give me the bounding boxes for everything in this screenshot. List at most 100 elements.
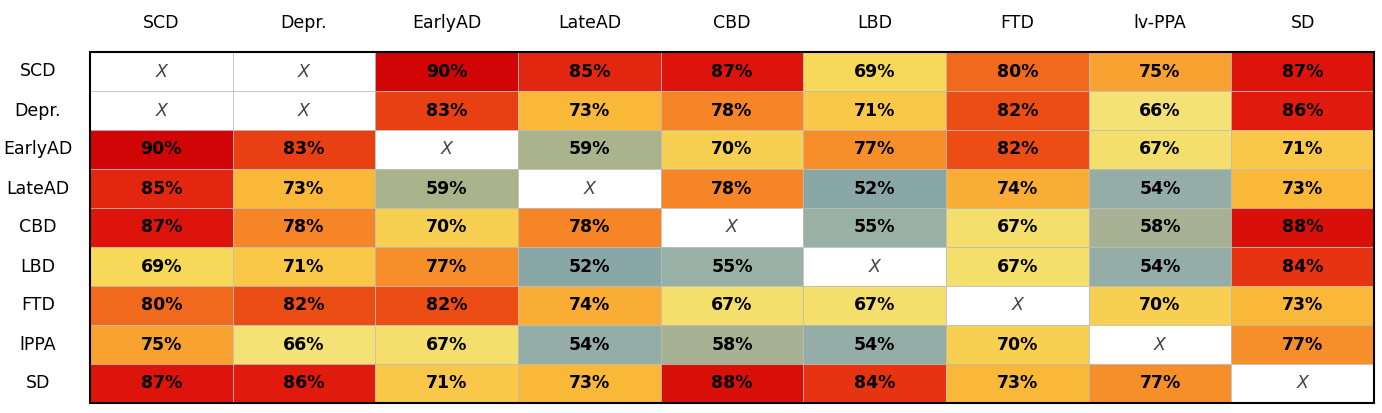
Text: 78%: 78% [712,102,753,119]
Text: X: X [441,140,452,159]
Text: 88%: 88% [1282,218,1324,237]
Text: 86%: 86% [283,375,325,392]
Bar [376,91,518,130]
Bar [1231,130,1374,169]
Text: 75%: 75% [1139,62,1180,81]
Text: 71%: 71% [426,375,467,392]
Text: 82%: 82% [283,297,325,315]
Bar [1089,52,1231,91]
Bar [1231,325,1374,364]
Bar [90,169,232,208]
Bar [1231,247,1374,286]
Text: LateAD: LateAD [7,180,69,197]
Text: 73%: 73% [283,180,325,197]
Text: 52%: 52% [854,180,896,197]
Text: 67%: 67% [996,257,1038,275]
Bar [232,286,376,325]
Bar [661,130,803,169]
Text: 77%: 77% [1139,375,1180,392]
Text: 67%: 67% [854,297,896,315]
Text: 54%: 54% [854,335,896,354]
Bar [232,130,376,169]
Text: 59%: 59% [426,180,467,197]
Text: 90%: 90% [426,62,467,81]
Bar [90,208,232,247]
Text: 78%: 78% [283,218,325,237]
Text: 70%: 70% [1139,297,1180,315]
Text: EarlyAD: EarlyAD [412,14,481,32]
Text: 73%: 73% [1282,180,1324,197]
Text: 58%: 58% [712,335,753,354]
Text: 73%: 73% [1282,297,1324,315]
Text: 74%: 74% [996,180,1038,197]
Bar [803,247,947,286]
Text: X: X [869,257,880,275]
Text: 82%: 82% [996,102,1038,119]
Bar [661,52,803,91]
Bar [661,169,803,208]
Text: X: X [299,62,310,81]
Text: LateAD: LateAD [558,14,621,32]
Bar [947,286,1089,325]
Text: FTD: FTD [21,297,55,315]
Text: X: X [299,102,310,119]
Text: 83%: 83% [283,140,325,159]
Bar [518,364,661,403]
Text: 54%: 54% [1139,257,1180,275]
Text: 80%: 80% [141,297,182,315]
Bar [1089,130,1231,169]
Bar [90,52,1374,403]
Bar [947,364,1089,403]
Bar [376,208,518,247]
Text: 78%: 78% [712,180,753,197]
Text: 70%: 70% [996,335,1038,354]
Bar [90,52,232,91]
Text: 77%: 77% [1282,335,1324,354]
Text: 87%: 87% [712,62,753,81]
Text: 70%: 70% [426,218,467,237]
Text: 75%: 75% [141,335,182,354]
Text: 87%: 87% [1282,62,1324,81]
Text: 82%: 82% [996,140,1038,159]
Text: lPPA: lPPA [19,335,57,354]
Bar [661,325,803,364]
Text: X: X [1296,375,1309,392]
Bar [518,208,661,247]
Bar [518,52,661,91]
Bar [90,364,232,403]
Bar [1231,286,1374,325]
Text: 87%: 87% [141,375,182,392]
Text: SCD: SCD [19,62,57,81]
Text: Depr.: Depr. [15,102,61,119]
Bar [803,52,947,91]
Text: 74%: 74% [569,297,609,315]
Text: 67%: 67% [996,218,1038,237]
Bar [947,91,1089,130]
Text: 66%: 66% [1139,102,1180,119]
Bar [947,169,1089,208]
Text: 71%: 71% [854,102,896,119]
Text: 71%: 71% [283,257,325,275]
Bar [518,169,661,208]
Text: X: X [1154,335,1166,354]
Bar [661,91,803,130]
Text: X: X [1012,297,1023,315]
Text: 85%: 85% [141,180,182,197]
Text: 86%: 86% [1282,102,1324,119]
Text: 70%: 70% [712,140,753,159]
Text: 73%: 73% [569,102,609,119]
Bar [518,130,661,169]
Text: 52%: 52% [568,257,609,275]
Text: 55%: 55% [854,218,896,237]
Text: 82%: 82% [426,297,467,315]
Bar [803,208,947,247]
Bar [947,325,1089,364]
Text: 77%: 77% [854,140,896,159]
Bar [947,208,1089,247]
Text: Depr.: Depr. [281,14,328,32]
Text: 84%: 84% [854,375,896,392]
Bar [947,130,1089,169]
Text: lv-PPA: lv-PPA [1133,14,1186,32]
Text: LBD: LBD [21,257,55,275]
Bar [376,364,518,403]
